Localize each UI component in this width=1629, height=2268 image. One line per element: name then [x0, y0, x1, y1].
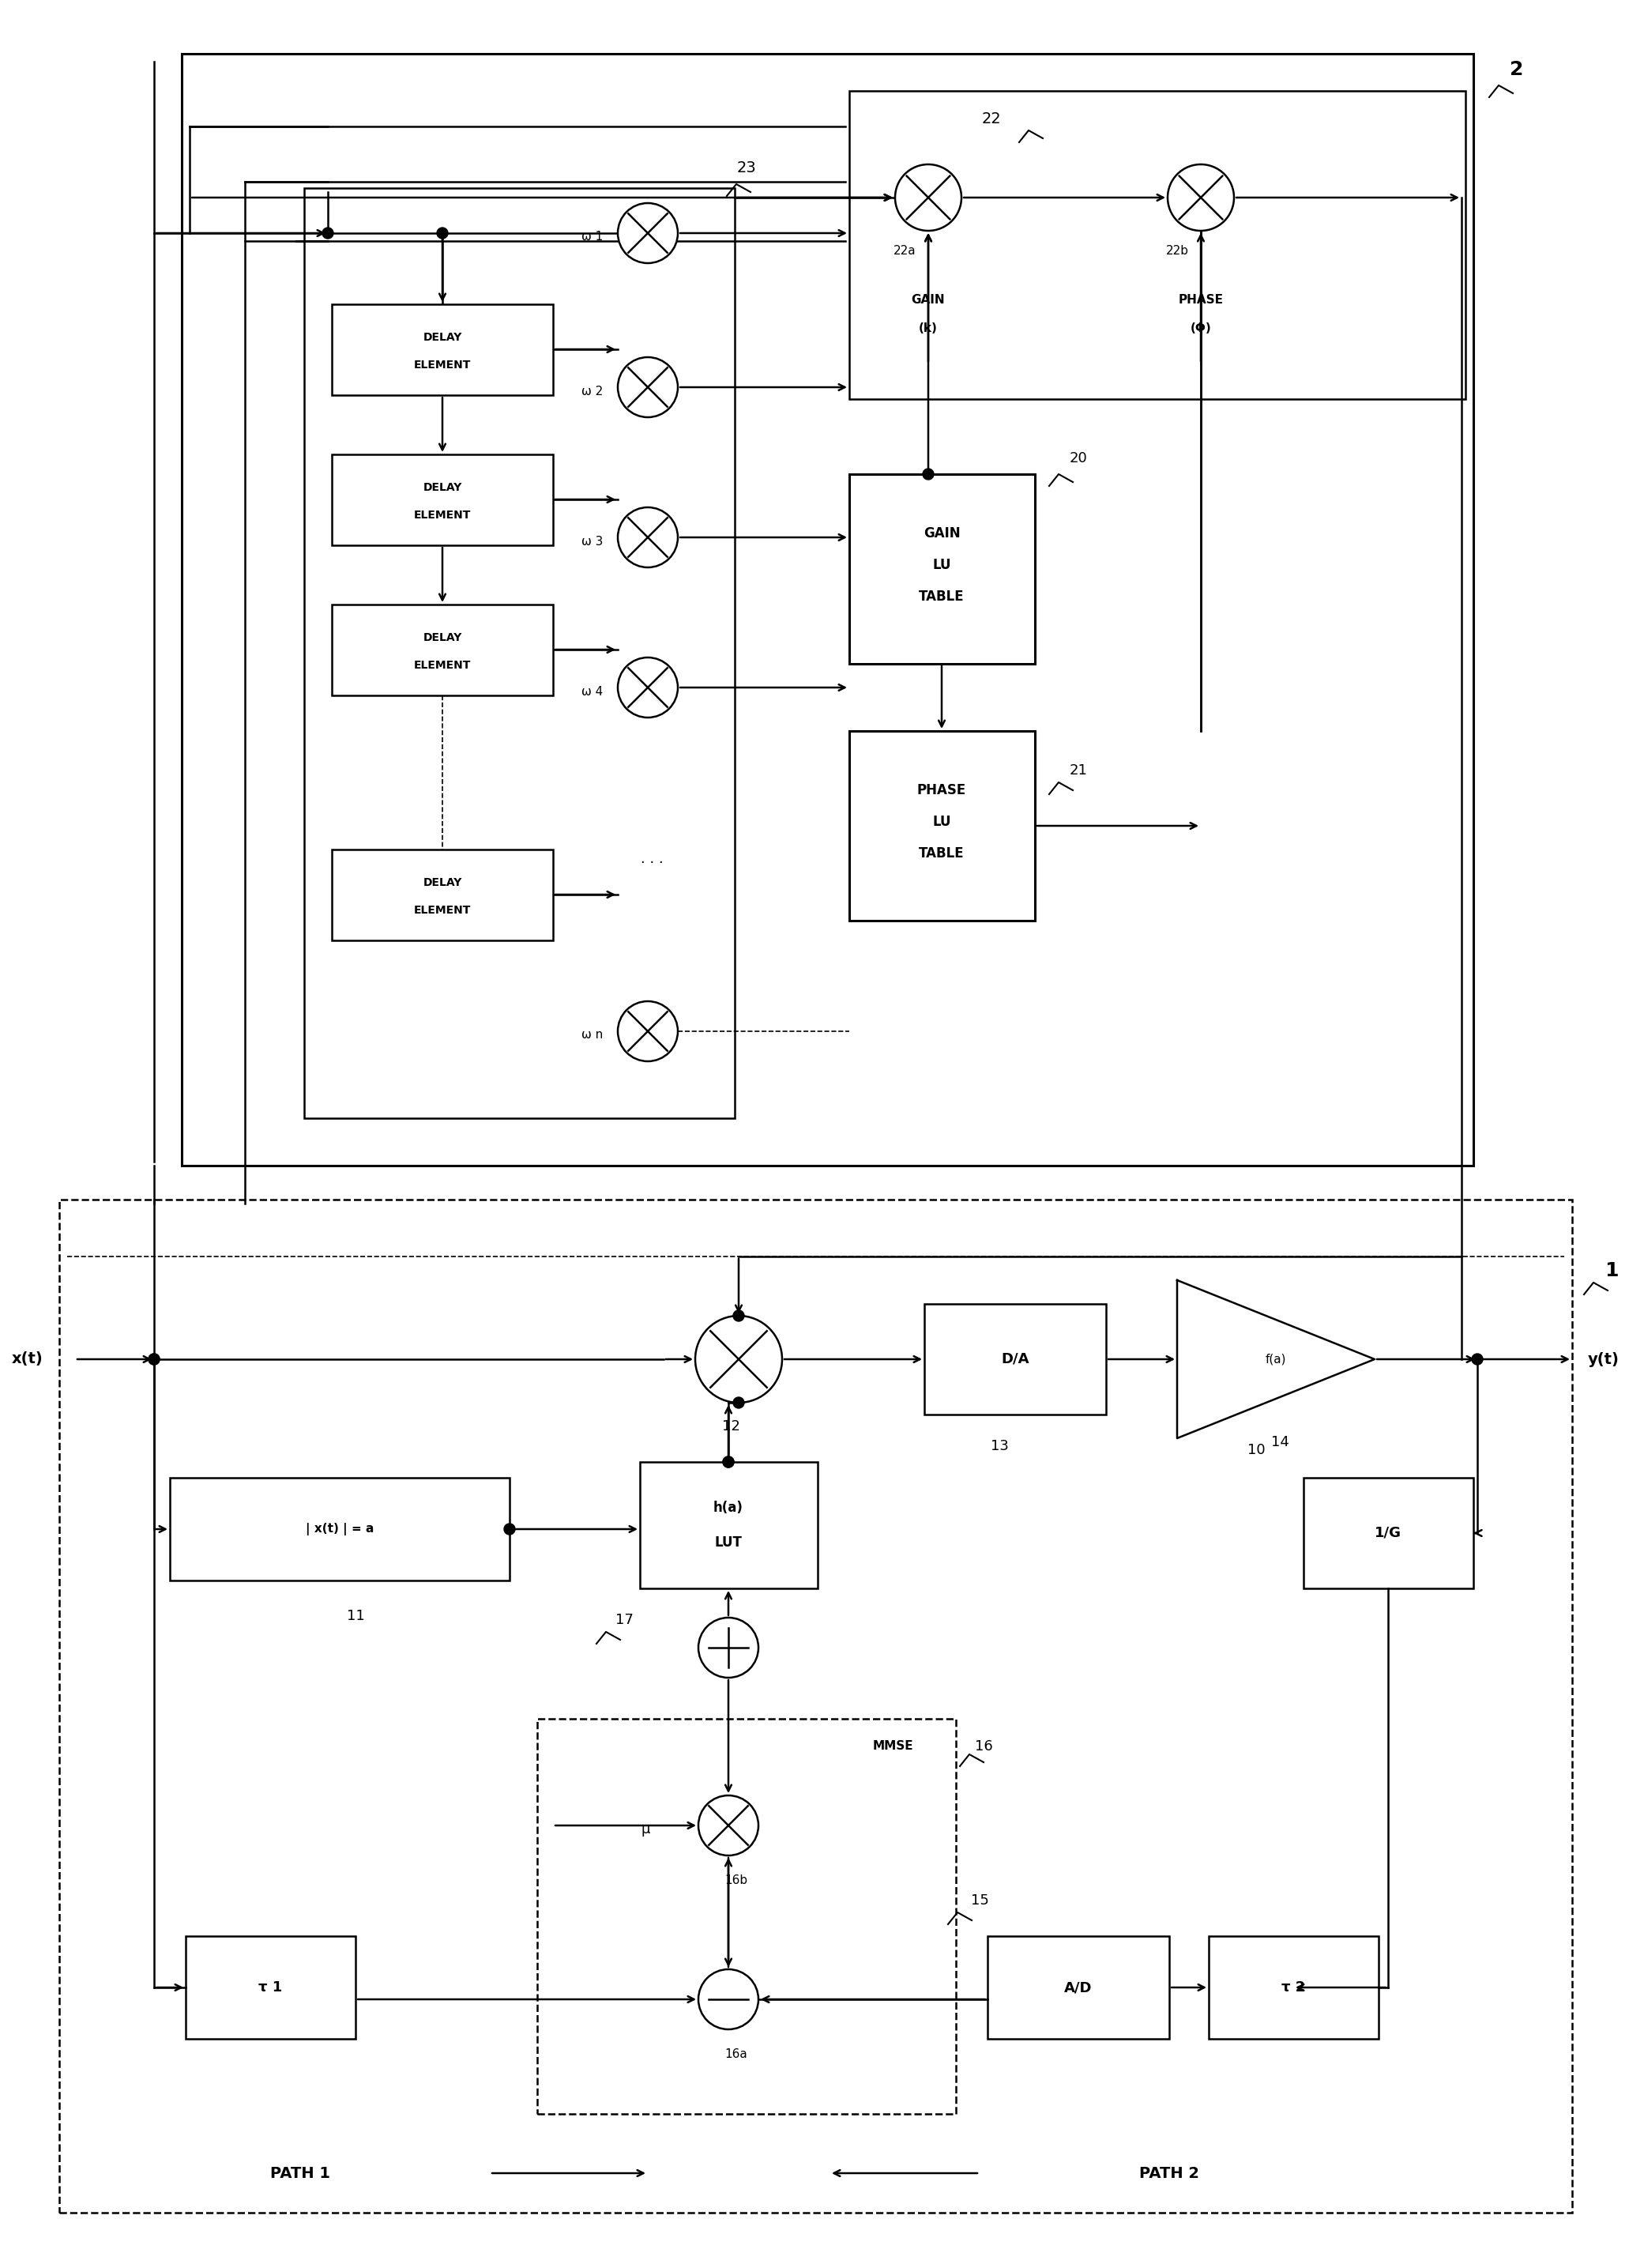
Bar [186, 1937, 355, 2039]
Text: (k): (k) [919, 322, 938, 333]
Circle shape [696, 1315, 782, 1402]
Text: ELEMENT: ELEMENT [414, 361, 471, 370]
Text: ω n: ω n [582, 1030, 603, 1041]
Bar [182, 54, 1473, 1166]
Text: DELAY: DELAY [424, 878, 463, 889]
Circle shape [617, 356, 678, 417]
Bar [849, 91, 1466, 399]
Bar [1209, 1937, 1378, 2039]
Text: ELEMENT: ELEMENT [414, 660, 471, 671]
Circle shape [723, 1456, 735, 1467]
Bar [538, 1719, 956, 2114]
Circle shape [699, 1617, 759, 1678]
Text: 15: 15 [971, 1894, 989, 1907]
Bar [332, 606, 552, 696]
Bar [59, 1200, 1572, 2214]
Circle shape [437, 227, 448, 238]
Text: 16b: 16b [725, 1876, 748, 1887]
Circle shape [922, 469, 933, 479]
Bar [849, 730, 1034, 921]
Polygon shape [1178, 1279, 1375, 1438]
Circle shape [503, 1524, 515, 1535]
Circle shape [617, 1000, 678, 1061]
Circle shape [617, 508, 678, 567]
Text: f(a): f(a) [1266, 1354, 1287, 1365]
Text: τ 2: τ 2 [1282, 1980, 1305, 1994]
Circle shape [148, 1354, 160, 1365]
Text: 12: 12 [722, 1420, 740, 1433]
Bar [332, 850, 552, 941]
Text: PATH 1: PATH 1 [270, 2166, 331, 2180]
Circle shape [1168, 163, 1235, 231]
Text: (Φ): (Φ) [1191, 322, 1212, 333]
Text: 13: 13 [990, 1438, 1008, 1454]
Text: 20: 20 [1069, 451, 1087, 465]
Text: ELEMENT: ELEMENT [414, 510, 471, 522]
Text: 22: 22 [982, 111, 1002, 127]
Text: | x(t) | = a: | x(t) | = a [306, 1522, 373, 1535]
Circle shape [699, 1969, 759, 2030]
Circle shape [617, 204, 678, 263]
Text: ω 3: ω 3 [582, 535, 603, 547]
Text: DELAY: DELAY [424, 633, 463, 644]
Text: 2: 2 [1510, 59, 1523, 79]
Text: 22b: 22b [1166, 245, 1189, 256]
Text: 16a: 16a [725, 2048, 748, 2062]
Text: 10: 10 [1248, 1442, 1266, 1458]
Text: LU: LU [932, 558, 951, 572]
Text: τ 1: τ 1 [259, 1980, 282, 1994]
Text: A/D: A/D [1064, 1980, 1093, 1994]
Circle shape [723, 1456, 735, 1467]
Bar [640, 1463, 818, 1588]
Text: PHASE: PHASE [1178, 295, 1223, 306]
Circle shape [699, 1796, 759, 1855]
Text: x(t): x(t) [11, 1352, 44, 1368]
Bar [924, 1304, 1106, 1415]
Text: D/A: D/A [1002, 1352, 1030, 1365]
Text: . . .: . . . [640, 853, 663, 866]
Text: PATH 2: PATH 2 [1139, 2166, 1199, 2180]
Text: h(a): h(a) [714, 1501, 743, 1515]
Bar [332, 454, 552, 544]
Bar [1303, 1479, 1473, 1588]
Circle shape [733, 1311, 744, 1322]
Text: PHASE: PHASE [917, 782, 966, 798]
Circle shape [617, 658, 678, 717]
Bar [169, 1479, 510, 1581]
Text: LUT: LUT [715, 1535, 743, 1549]
Circle shape [733, 1397, 744, 1408]
Text: 16: 16 [974, 1740, 992, 1753]
Text: ω 2: ω 2 [582, 386, 603, 397]
Text: 11: 11 [347, 1608, 365, 1624]
Text: 1: 1 [1605, 1261, 1619, 1279]
Text: ELEMENT: ELEMENT [414, 905, 471, 916]
Circle shape [148, 1354, 160, 1365]
Text: LU: LU [932, 814, 951, 830]
Bar [305, 188, 735, 1118]
Text: 17: 17 [616, 1613, 634, 1626]
Text: 23: 23 [736, 161, 756, 177]
Text: ω 4: ω 4 [582, 685, 603, 696]
Circle shape [1471, 1354, 1482, 1365]
Bar [987, 1937, 1170, 2039]
Text: 1/G: 1/G [1375, 1526, 1401, 1540]
Text: 21: 21 [1069, 764, 1088, 778]
Bar [332, 304, 552, 395]
Text: y(t): y(t) [1588, 1352, 1619, 1368]
Text: μ: μ [640, 1821, 650, 1837]
Text: GAIN: GAIN [911, 295, 945, 306]
Text: 14: 14 [1271, 1436, 1289, 1449]
Text: TABLE: TABLE [919, 846, 964, 860]
Text: ω 1: ω 1 [582, 231, 603, 243]
Text: MMSE: MMSE [872, 1740, 914, 1753]
Circle shape [894, 163, 961, 231]
Text: DELAY: DELAY [424, 483, 463, 492]
Text: TABLE: TABLE [919, 590, 964, 603]
Text: 22a: 22a [893, 245, 915, 256]
Bar [849, 474, 1034, 665]
Text: DELAY: DELAY [424, 331, 463, 342]
Text: GAIN: GAIN [924, 526, 959, 540]
Circle shape [323, 227, 334, 238]
